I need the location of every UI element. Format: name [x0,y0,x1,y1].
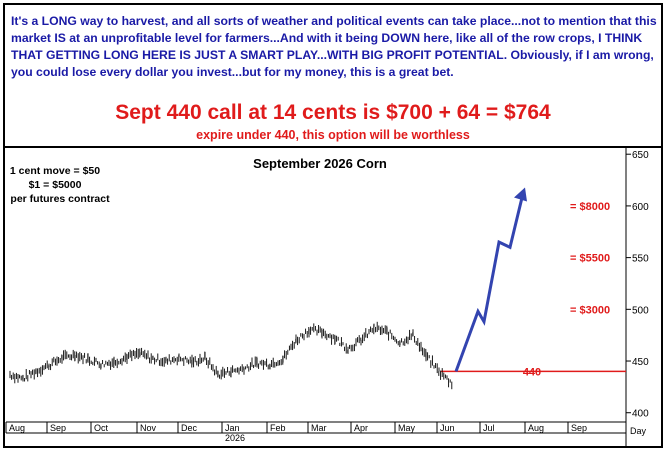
x-tick-label: May [398,423,416,433]
x-tick-label: Jun [440,423,455,433]
x-tick-label: Day [630,426,647,436]
x-year-label: 2026 [225,433,245,443]
profit-annotation: = $3000 [570,304,610,316]
chart-frame: It's a LONG way to harvest, and all sort… [3,3,663,448]
x-tick-label: Aug [9,423,25,433]
x-tick-label: Sep [50,423,66,433]
x-tick-label: Oct [94,423,109,433]
chart-title: September 2026 Corn [253,156,387,171]
y-tick-label: 550 [632,254,649,265]
x-tick-label: Nov [140,423,157,433]
x-tick-label: Mar [311,423,327,433]
x-tick-label: Sep [571,423,587,433]
option-subline: expire under 440, this option will be wo… [196,128,470,142]
x-tick-label: Jan [225,423,240,433]
y-tick-label: 650 [632,150,649,161]
projection-arrowhead [514,187,527,202]
y-tick-label: 400 [632,409,649,420]
x-tick-label: Apr [354,423,368,433]
profit-annotation: = $5500 [570,253,610,265]
contract-note: 1 cent move = $50 [10,165,100,177]
commentary-text: It's a LONG way to harvest, and all sort… [11,14,657,79]
contract-note: per futures contract [10,193,110,205]
y-tick-label: 450 [632,357,649,368]
projection-line [454,193,525,372]
strike-line-label: 440 [523,366,541,378]
option-headline: Sept 440 call at 14 cents is $700 + 64 =… [115,101,551,124]
profit-annotation: = $8000 [570,201,610,213]
x-tick-label: Aug [528,423,544,433]
commentary-header: It's a LONG way to harvest, and all sort… [5,5,661,148]
x-tick-label: Feb [270,423,286,433]
contract-note: $1 = $5000 [29,179,82,191]
x-tick-label: Dec [181,423,198,433]
y-tick-label: 600 [632,202,649,213]
price-bars [9,321,453,390]
y-tick-label: 500 [632,305,649,316]
x-tick-label: Jul [483,423,495,433]
